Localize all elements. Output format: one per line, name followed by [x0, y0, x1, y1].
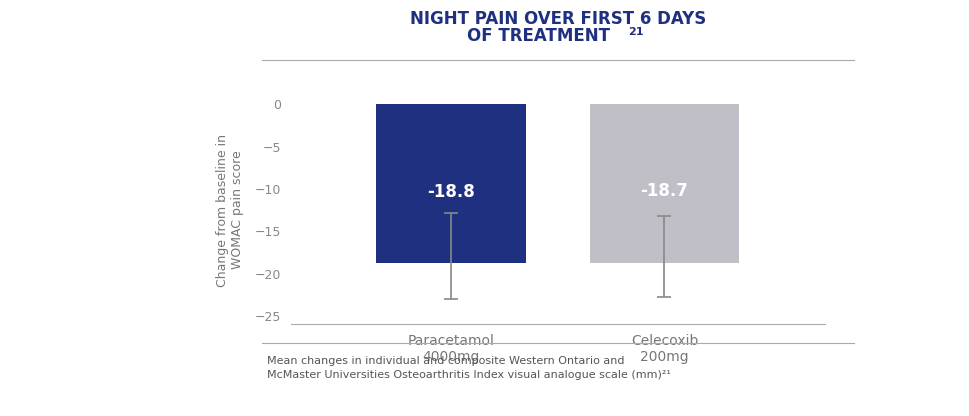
Text: NIGHT PAIN OVER FIRST 6 DAYS: NIGHT PAIN OVER FIRST 6 DAYS [409, 10, 705, 28]
Bar [376, 104, 525, 263]
Text: OF TREATMENT: OF TREATMENT [466, 27, 610, 45]
Y-axis label: Change from baseline in
WOMAC pain score: Change from baseline in WOMAC pain score [215, 134, 243, 287]
Text: -18.8: -18.8 [426, 183, 475, 201]
Text: Mean changes in individual and composite Western Ontario and
McMaster Universiti: Mean changes in individual and composite… [266, 356, 670, 381]
Text: 21: 21 [628, 27, 643, 37]
Bar [589, 104, 738, 262]
Text: -18.7: -18.7 [640, 182, 688, 201]
